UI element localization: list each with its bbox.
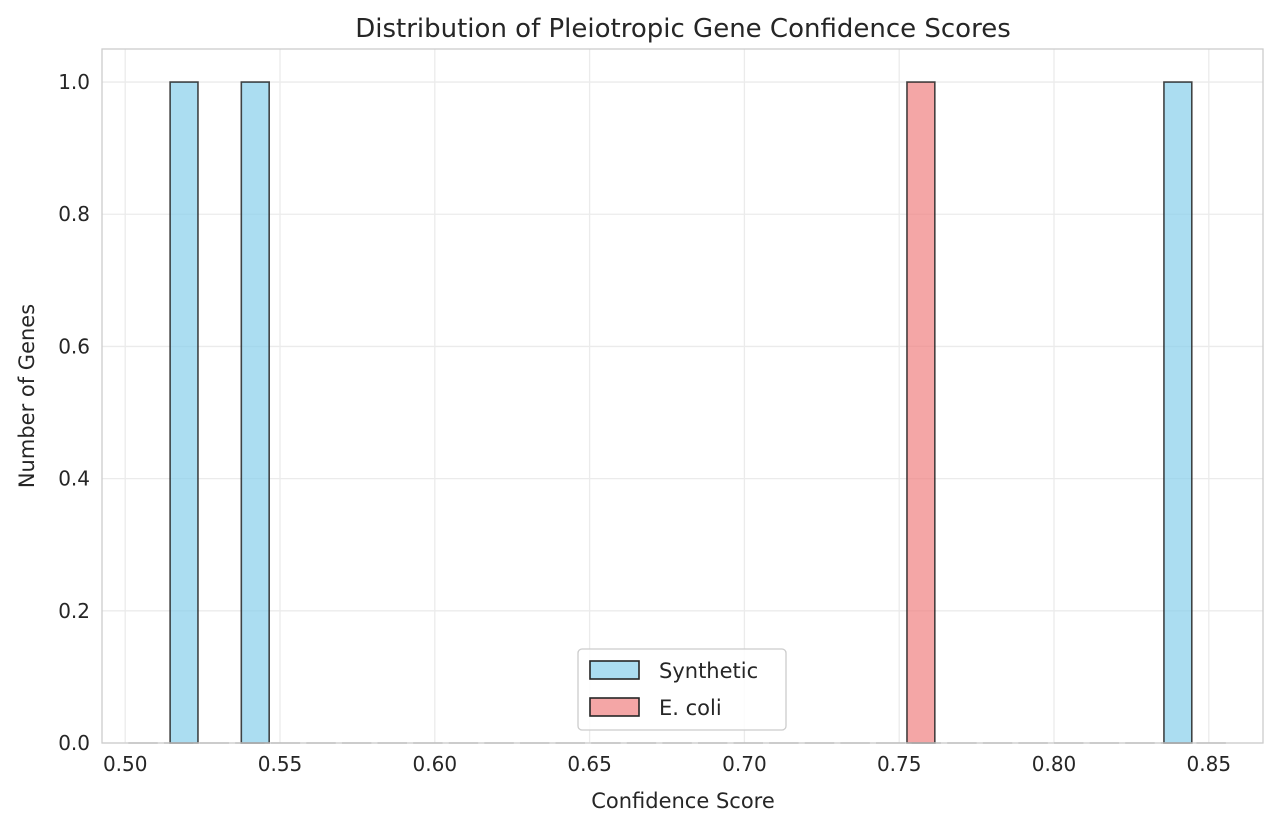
chart-title: Distribution of Pleiotropic Gene Confide… bbox=[355, 14, 1011, 44]
x-tick-label: 0.60 bbox=[413, 752, 458, 776]
histogram-bar-synthetic bbox=[169, 81, 199, 744]
y-tick-label: 0.4 bbox=[58, 467, 90, 491]
histogram-bar-synthetic bbox=[1163, 81, 1193, 744]
legend-label-synthetic: Synthetic bbox=[659, 659, 758, 683]
x-tick-label: 0.85 bbox=[1187, 752, 1232, 776]
y-tick-label: 0.8 bbox=[58, 202, 90, 226]
grid-lines bbox=[102, 49, 1263, 744]
histogram-bars bbox=[169, 81, 1193, 744]
x-tick-label: 0.80 bbox=[1032, 752, 1077, 776]
x-axis-ticks: 0.50 0.55 0.60 0.65 0.70 0.75 0.80 0.85 bbox=[103, 752, 1231, 776]
legend-label-ecoli: E. coli bbox=[659, 696, 722, 720]
histogram-bar-e-coli bbox=[906, 81, 936, 744]
x-tick-label: 0.50 bbox=[103, 752, 148, 776]
y-axis-ticks: 0.0 0.2 0.4 0.6 0.8 1.0 bbox=[58, 70, 90, 755]
histogram-bar-synthetic bbox=[240, 81, 270, 744]
legend-swatch-synthetic bbox=[589, 660, 640, 680]
x-tick-label: 0.55 bbox=[258, 752, 303, 776]
x-tick-label: 0.75 bbox=[877, 752, 922, 776]
x-axis-label: Confidence Score bbox=[591, 789, 775, 813]
x-tick-label: 0.70 bbox=[722, 752, 767, 776]
y-tick-label: 1.0 bbox=[58, 70, 90, 94]
x-tick-label: 0.65 bbox=[567, 752, 612, 776]
legend-swatch-ecoli bbox=[589, 697, 640, 717]
y-axis-label: Number of Genes bbox=[15, 304, 39, 488]
plot-frame bbox=[101, 48, 1264, 744]
y-tick-label: 0.0 bbox=[58, 731, 90, 755]
y-tick-label: 0.6 bbox=[58, 334, 90, 358]
y-tick-label: 0.2 bbox=[58, 599, 90, 623]
legend: Synthetic E. coli bbox=[577, 648, 787, 731]
